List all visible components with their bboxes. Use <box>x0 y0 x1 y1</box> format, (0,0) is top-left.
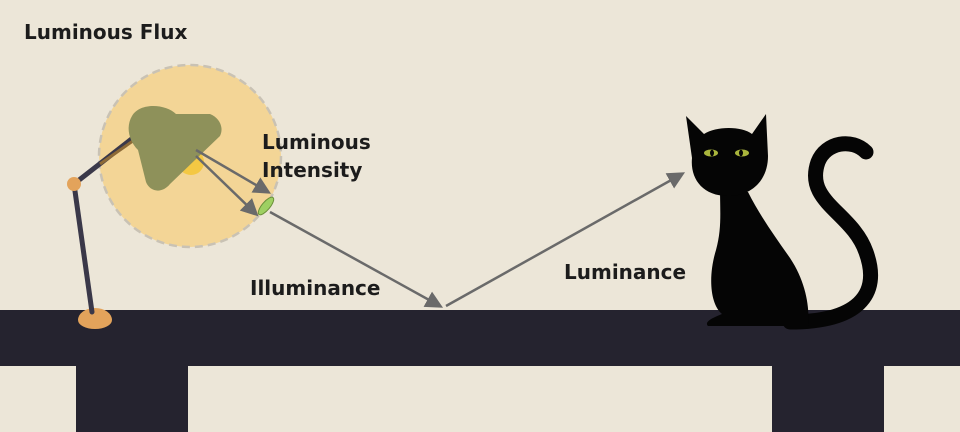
desk-lamp <box>67 106 222 329</box>
lamp-lower-arm <box>71 181 95 315</box>
cat-silhouette <box>686 114 878 330</box>
intensity-arrow-lower <box>195 155 259 217</box>
table-leg-right <box>772 366 884 432</box>
lamp-joint <box>67 177 81 191</box>
cat-head <box>686 114 768 196</box>
table <box>0 310 960 432</box>
intensity-arrow-upper <box>195 148 272 194</box>
cat-right-pupil <box>739 149 743 157</box>
cat-tail <box>782 136 878 330</box>
cat-body <box>706 186 809 326</box>
luminous-intensity-label-line1: Luminous <box>262 130 371 154</box>
illuminance-label: Illuminance <box>250 276 381 300</box>
luminance-arrow <box>445 172 686 308</box>
luminous-intensity-label-line2: Intensity <box>262 158 363 182</box>
luminance-label: Luminance <box>564 260 687 284</box>
table-leg-left <box>76 366 188 432</box>
lamp-base-top <box>78 308 112 320</box>
luminous-flux-label: Luminous Flux <box>24 20 188 44</box>
illuminance-arrow <box>269 210 444 308</box>
lamp-shade <box>128 106 222 191</box>
luminous-intensity-label: Luminous Intensity <box>262 128 371 184</box>
solid-angle-patch <box>257 196 275 216</box>
cat-left-pupil <box>710 149 714 157</box>
